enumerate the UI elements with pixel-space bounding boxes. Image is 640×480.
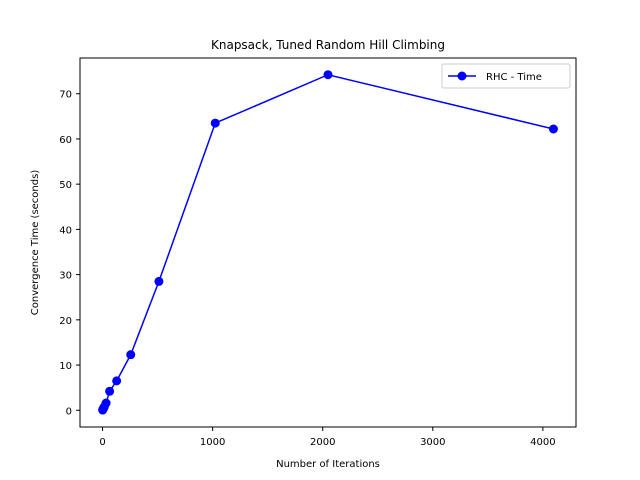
y-tick-label: 40 <box>59 225 72 236</box>
y-tick-label: 10 <box>59 361 72 372</box>
x-tick-label: 1000 <box>200 437 225 448</box>
data-point <box>323 70 333 80</box>
axes-frame <box>79 57 577 428</box>
y-tick-label: 60 <box>59 135 72 146</box>
legend-marker-swatch <box>457 71 467 81</box>
chart-title: Knapsack, Tuned Random Hill Climbing <box>211 38 445 52</box>
data-point <box>210 118 220 128</box>
y-tick-label: 20 <box>59 316 72 327</box>
legend-box <box>441 63 571 89</box>
data-point <box>105 386 115 396</box>
data-point <box>112 376 122 386</box>
y-tick-label: 50 <box>59 180 72 191</box>
axis-ticks: 0 1000 2000 3000 4000 0 10 20 30 40 50 60 70 <box>59 90 555 448</box>
y-tick-label: 70 <box>59 90 72 101</box>
legend-entry-rhc-time: RHC - Time <box>486 72 542 83</box>
x-axis-label: Number of Iterations <box>276 459 380 470</box>
y-axis-label: Convergence Time (seconds) <box>30 170 41 316</box>
legend: RHC - Time <box>441 63 571 89</box>
x-tick-label: 3000 <box>420 437 445 448</box>
data-point <box>154 276 164 286</box>
x-tick-label: 4000 <box>530 437 555 448</box>
y-tick-label: 0 <box>66 406 72 417</box>
x-tick-label: 0 <box>99 437 105 448</box>
x-tick-label: 2000 <box>310 437 335 448</box>
data-point <box>126 350 136 360</box>
y-tick-label: 30 <box>59 271 72 282</box>
plot-series <box>98 70 558 415</box>
data-point <box>101 398 111 408</box>
data-point <box>548 124 558 134</box>
